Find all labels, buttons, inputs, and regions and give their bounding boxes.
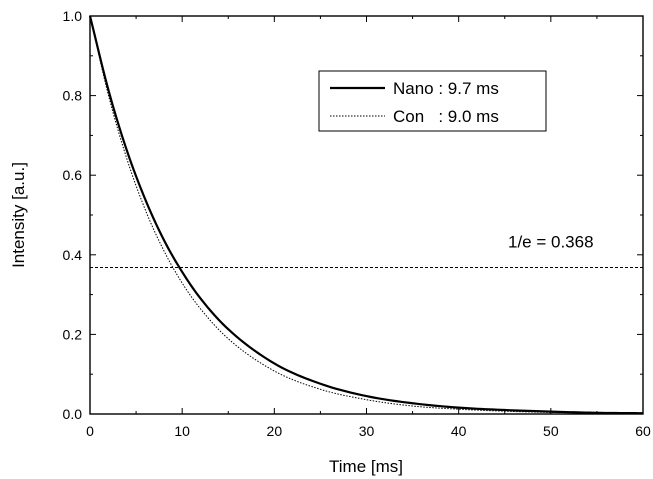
y-axis-label: Intensity [a.u.] <box>9 162 28 268</box>
x-tick-label: 0 <box>86 423 94 439</box>
y-axis-ticks: 0.0 0.2 0.4 0.6 0.8 1.0 <box>63 8 643 422</box>
y-tick-label: 0.6 <box>63 167 83 183</box>
y-tick-label: 0.2 <box>63 326 83 342</box>
x-tick-label: 60 <box>635 423 651 439</box>
plot-frame <box>89 15 644 415</box>
series-line-con <box>89 15 644 415</box>
x-tick-label: 20 <box>267 423 283 439</box>
legend-label-con: Con : 9.0 ms <box>393 107 499 126</box>
reference-line-group: 1/e = 0.368 <box>90 233 643 269</box>
x-axis-label: Time [ms] <box>329 457 403 476</box>
y-tick-label: 0.8 <box>63 88 83 104</box>
x-tick-label: 50 <box>543 423 559 439</box>
legend-box <box>318 70 547 132</box>
y-tick-label: 0.0 <box>63 406 83 422</box>
reference-line-label: 1/e = 0.368 <box>508 233 594 252</box>
legend: Nano : 9.7 ms Con : 9.0 ms <box>318 70 547 132</box>
y-tick-label: 0.4 <box>63 247 83 263</box>
series-group <box>88 15 644 415</box>
legend-label-nano: Nano : 9.7 ms <box>393 79 499 98</box>
x-tick-label: 40 <box>451 423 467 439</box>
y-tick-label: 1.0 <box>63 8 83 24</box>
x-tick-label: 10 <box>174 423 190 439</box>
x-tick-label: 30 <box>359 423 375 439</box>
series-line-nano <box>88 15 644 415</box>
